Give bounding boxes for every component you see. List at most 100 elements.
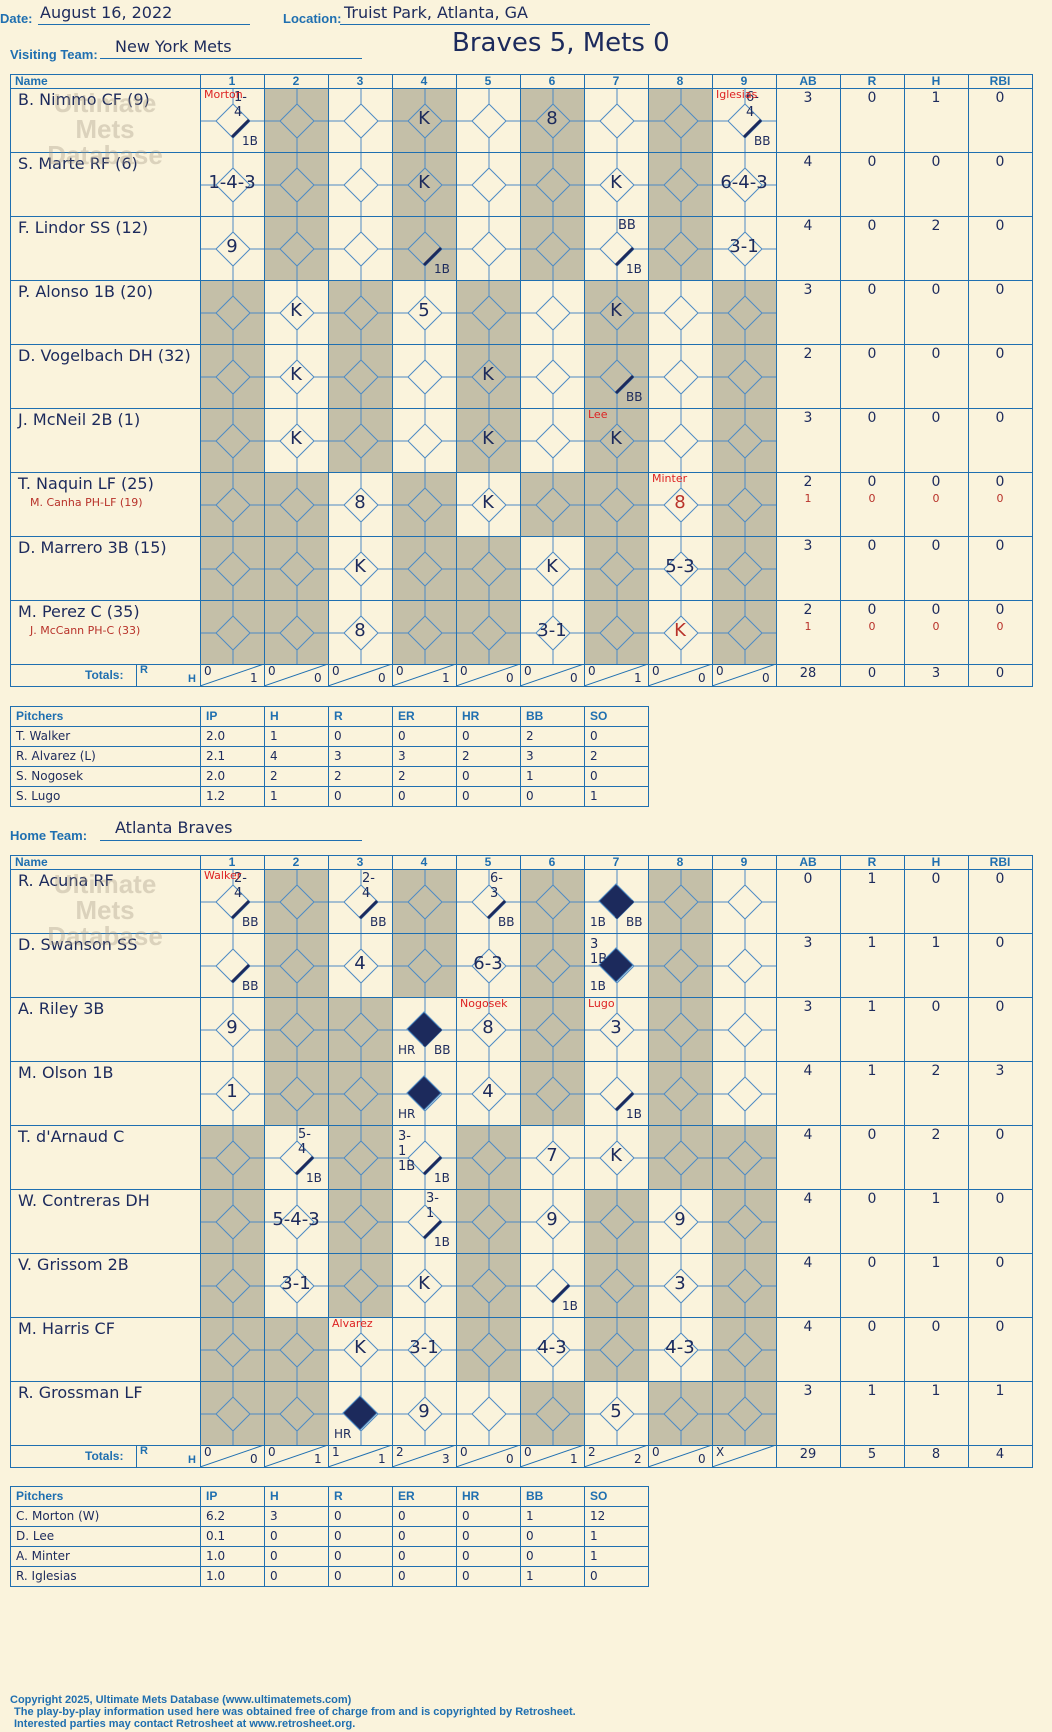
diamond-shape bbox=[343, 615, 379, 651]
play-result: K bbox=[482, 428, 494, 449]
batter-stat-ab: 4 bbox=[803, 1191, 813, 1207]
diamond-shape bbox=[727, 948, 763, 984]
base-diamond bbox=[329, 345, 393, 409]
diamond-shape bbox=[727, 1012, 763, 1048]
diamond-shape bbox=[663, 1268, 699, 1304]
play-result: K bbox=[482, 364, 494, 385]
base-diamond bbox=[649, 998, 713, 1062]
base-diamond bbox=[649, 601, 713, 665]
base-diamond bbox=[265, 1190, 329, 1254]
diamond-shape bbox=[279, 1076, 315, 1112]
at-bat-cell bbox=[520, 216, 585, 281]
batter-stat-h: 0 bbox=[931, 871, 941, 887]
play-result: 6-3 bbox=[473, 953, 503, 974]
sub-stat-r: 0 bbox=[868, 492, 876, 505]
totals-divider bbox=[328, 1445, 392, 1467]
base-diamond bbox=[265, 934, 329, 998]
play-result: K bbox=[354, 1337, 366, 1358]
batter-stat-r: 0 bbox=[867, 154, 877, 170]
at-bat-cell bbox=[712, 344, 777, 409]
diamond-shape bbox=[535, 487, 571, 523]
base-diamond bbox=[713, 1190, 777, 1254]
diamond-shape bbox=[279, 884, 315, 920]
inning-runs: 0 bbox=[716, 664, 724, 678]
team-total-h: 3 bbox=[931, 666, 941, 681]
batter-stat-ab: 3 bbox=[803, 90, 813, 106]
batter-stat-h: 0 bbox=[931, 154, 941, 170]
inning-header-3: 3 bbox=[356, 74, 364, 88]
diamond-shape bbox=[471, 167, 507, 203]
diamond-shape bbox=[599, 167, 635, 203]
totals-divider bbox=[648, 664, 712, 686]
diamond-shape bbox=[599, 1396, 635, 1432]
at-bat-cell bbox=[520, 933, 585, 998]
inning-runs: 0 bbox=[268, 664, 276, 678]
play-result: K bbox=[290, 364, 302, 385]
batter-name: M. Harris CF bbox=[18, 1319, 115, 1338]
inning-hits: 0 bbox=[570, 671, 578, 685]
watermark-logo: Ultimate Mets Database bbox=[40, 90, 170, 168]
batter-name: S. Marte RF (6) bbox=[18, 154, 138, 173]
pitching-cell: 0 bbox=[392, 726, 457, 747]
diamond-shape bbox=[407, 1332, 443, 1368]
play-annotation: 1-4 bbox=[234, 90, 247, 120]
diamond-shape bbox=[599, 423, 635, 459]
inning-runs: 0 bbox=[204, 1445, 212, 1459]
at-bat-cell bbox=[584, 88, 649, 153]
diamond-shape bbox=[407, 167, 443, 203]
watermark-line: Database bbox=[47, 921, 163, 951]
diamond-shape bbox=[727, 1076, 763, 1112]
diamond-shape bbox=[727, 551, 763, 587]
pitching-cell: 1 bbox=[520, 1506, 585, 1527]
pitching-cell: D. Lee bbox=[10, 1526, 201, 1547]
inning-hits: 0 bbox=[506, 671, 514, 685]
pitching-header: SO bbox=[584, 1486, 649, 1507]
at-bat-cell bbox=[328, 1189, 393, 1254]
at-bat-cell bbox=[264, 408, 329, 473]
footer-line-2: The play-by-play information used here w… bbox=[14, 1706, 576, 1718]
diamond-shape bbox=[471, 1140, 507, 1176]
pitching-cell: 0 bbox=[456, 766, 521, 787]
at-bat-cell bbox=[520, 1381, 585, 1446]
base-diamond bbox=[521, 217, 585, 281]
at-bat-cell bbox=[648, 280, 713, 345]
play-result: 5-3 bbox=[665, 556, 695, 577]
diamond-shape bbox=[215, 359, 251, 395]
inning-runs: 0 bbox=[268, 1445, 276, 1459]
base-diamond bbox=[265, 1382, 329, 1446]
batter-name: V. Grissom 2B bbox=[18, 1255, 129, 1274]
team-total-ab: 29 bbox=[799, 1447, 817, 1462]
stat-header-h: H bbox=[931, 74, 941, 88]
at-bat-cell bbox=[456, 933, 521, 998]
base-diamond bbox=[713, 217, 777, 281]
batter-stat-r: 1 bbox=[867, 999, 877, 1015]
totals-divider bbox=[200, 1445, 264, 1467]
inning-hits: 0 bbox=[698, 671, 706, 685]
base-diamond bbox=[201, 153, 265, 217]
base-diamond bbox=[393, 870, 457, 934]
diamond-shape bbox=[535, 551, 571, 587]
hit-label: BB bbox=[370, 915, 387, 929]
diamond-shape bbox=[535, 1332, 571, 1368]
diamond-shape bbox=[279, 615, 315, 651]
totals-divider bbox=[712, 664, 776, 686]
at-bat-cell bbox=[456, 1125, 521, 1190]
inning-header-6: 6 bbox=[548, 855, 556, 869]
inning-hits: 0 bbox=[762, 671, 770, 685]
diamond-shape bbox=[215, 1204, 251, 1240]
base-diamond bbox=[649, 217, 713, 281]
base-diamond bbox=[649, 473, 713, 537]
at-bat-cell bbox=[712, 152, 777, 217]
at-bat-cell bbox=[392, 869, 457, 934]
at-bat-cell bbox=[264, 997, 329, 1062]
basepath-marker bbox=[422, 1027, 443, 1048]
base-diamond bbox=[329, 1254, 393, 1318]
pitching-cell: 1 bbox=[584, 1526, 649, 1547]
play-result: 3-1 bbox=[281, 1273, 311, 1294]
diamond-shape bbox=[343, 948, 379, 984]
batter-stat-r: 0 bbox=[867, 90, 877, 106]
pitching-cell: 0 bbox=[328, 1546, 393, 1567]
play-result: 9 bbox=[546, 1209, 558, 1230]
base-diamond bbox=[521, 1062, 585, 1126]
pitching-cell: 0 bbox=[392, 1506, 457, 1527]
